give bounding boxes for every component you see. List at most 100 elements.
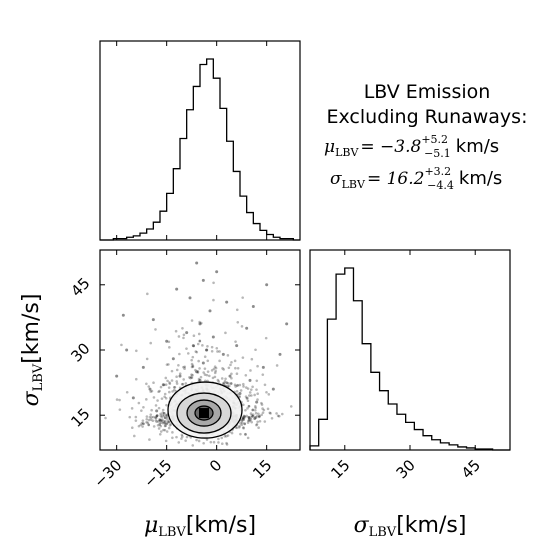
- scatter-point: [188, 376, 191, 379]
- scatter-point: [137, 424, 141, 428]
- scatter-point: [258, 415, 261, 418]
- scatter-point: [142, 406, 145, 409]
- scatter-point: [118, 408, 122, 411]
- scatter-point: [261, 365, 265, 369]
- scatter-point: [161, 421, 165, 425]
- scatter-point: [115, 398, 119, 401]
- scatter-point: [182, 333, 186, 337]
- scatter-point: [191, 344, 195, 348]
- scatter-point: [132, 434, 136, 438]
- scatter-point: [121, 313, 125, 317]
- scatter-point: [220, 436, 224, 440]
- scatter-point: [154, 416, 158, 420]
- scatter-point: [206, 359, 210, 363]
- scatter-point: [208, 374, 211, 378]
- scatter-point: [210, 350, 214, 353]
- scatter-point: [158, 419, 161, 422]
- scatter-point: [190, 373, 193, 376]
- scatter-point: [238, 383, 242, 387]
- scatter-point: [195, 350, 199, 354]
- scatter-point: [159, 412, 162, 416]
- scatter-point: [142, 422, 145, 426]
- scatter-point: [163, 428, 167, 432]
- scatter-point: [251, 385, 254, 389]
- scatter-point: [157, 390, 160, 394]
- scatter-point: [164, 413, 168, 417]
- scatter-point: [257, 415, 261, 419]
- scatter-point: [181, 327, 184, 330]
- scatter-point: [160, 397, 164, 400]
- scatter-point: [171, 436, 174, 440]
- scatter-point: [242, 416, 245, 420]
- scatter-point: [171, 357, 175, 361]
- scatter-point: [128, 415, 132, 419]
- scatter-point: [152, 425, 156, 428]
- scatter-point: [221, 352, 225, 356]
- scatter-point: [226, 354, 230, 357]
- scatter-point: [256, 398, 259, 401]
- scatter-point: [201, 361, 205, 365]
- scatter-point: [245, 414, 248, 418]
- scatter-point: [180, 382, 184, 386]
- sigma-lower-error: −4.4: [427, 179, 454, 192]
- scatter-point: [178, 372, 182, 376]
- scatter-point: [226, 434, 230, 437]
- scatter-point: [221, 382, 225, 385]
- scatter-point: [271, 387, 275, 391]
- scatter-point: [233, 359, 237, 363]
- scatter-point: [251, 408, 255, 412]
- scatter-point: [174, 329, 178, 333]
- scatter-point: [233, 383, 237, 387]
- scatter-point: [203, 367, 207, 370]
- scatter-point: [178, 374, 182, 378]
- scatter-point: [254, 416, 258, 419]
- scatter-point: [183, 365, 187, 369]
- scatter-point: [146, 421, 150, 425]
- scatter-point: [241, 356, 245, 359]
- scatter-point: [168, 381, 171, 384]
- scatter-point: [190, 365, 194, 369]
- scatter-point: [265, 283, 269, 287]
- scatter-point: [249, 416, 253, 419]
- scatter-point: [247, 416, 251, 419]
- scatter-point: [151, 419, 155, 423]
- sigma-histogram-line: [309, 267, 510, 451]
- scatter-point: [159, 385, 163, 389]
- scatter-point: [184, 439, 187, 442]
- scatter-point: [246, 436, 250, 440]
- scatter-point: [249, 369, 252, 372]
- scatter-point: [158, 422, 162, 425]
- scatter-point: [164, 416, 167, 420]
- y-axis-label-sigma-symbol: σ: [19, 390, 44, 406]
- scatter-point: [205, 373, 209, 377]
- scatter-point: [181, 435, 184, 438]
- scatter-point: [276, 414, 280, 418]
- scatter-point: [161, 408, 165, 412]
- scatter-point: [238, 424, 241, 428]
- scatter-point: [255, 414, 259, 418]
- scatter-point: [165, 422, 169, 426]
- scatter-point: [246, 387, 250, 390]
- scatter-point: [241, 417, 245, 420]
- scatter-point: [161, 413, 164, 417]
- scatter-point: [198, 320, 201, 324]
- sigma-symbol: σ: [330, 169, 342, 189]
- scatter-point: [250, 394, 253, 397]
- scatter-point: [147, 385, 151, 388]
- scatter-point: [167, 340, 171, 344]
- scatter-point: [165, 403, 168, 407]
- scatter-point: [205, 438, 209, 441]
- mu-histogram-panel: [99, 40, 301, 241]
- scatter-point: [215, 346, 219, 350]
- scatter-point: [244, 432, 247, 436]
- scatter-point: [254, 405, 257, 408]
- scatter-point: [242, 385, 245, 388]
- scatter-point: [223, 434, 227, 438]
- scatter-point: [167, 363, 170, 366]
- scatter-point: [198, 322, 202, 326]
- scatter-point: [212, 281, 215, 285]
- scatter-point: [250, 357, 254, 361]
- scatter-point: [256, 364, 259, 368]
- scatter-point: [267, 393, 271, 396]
- scatter-point: [225, 441, 228, 445]
